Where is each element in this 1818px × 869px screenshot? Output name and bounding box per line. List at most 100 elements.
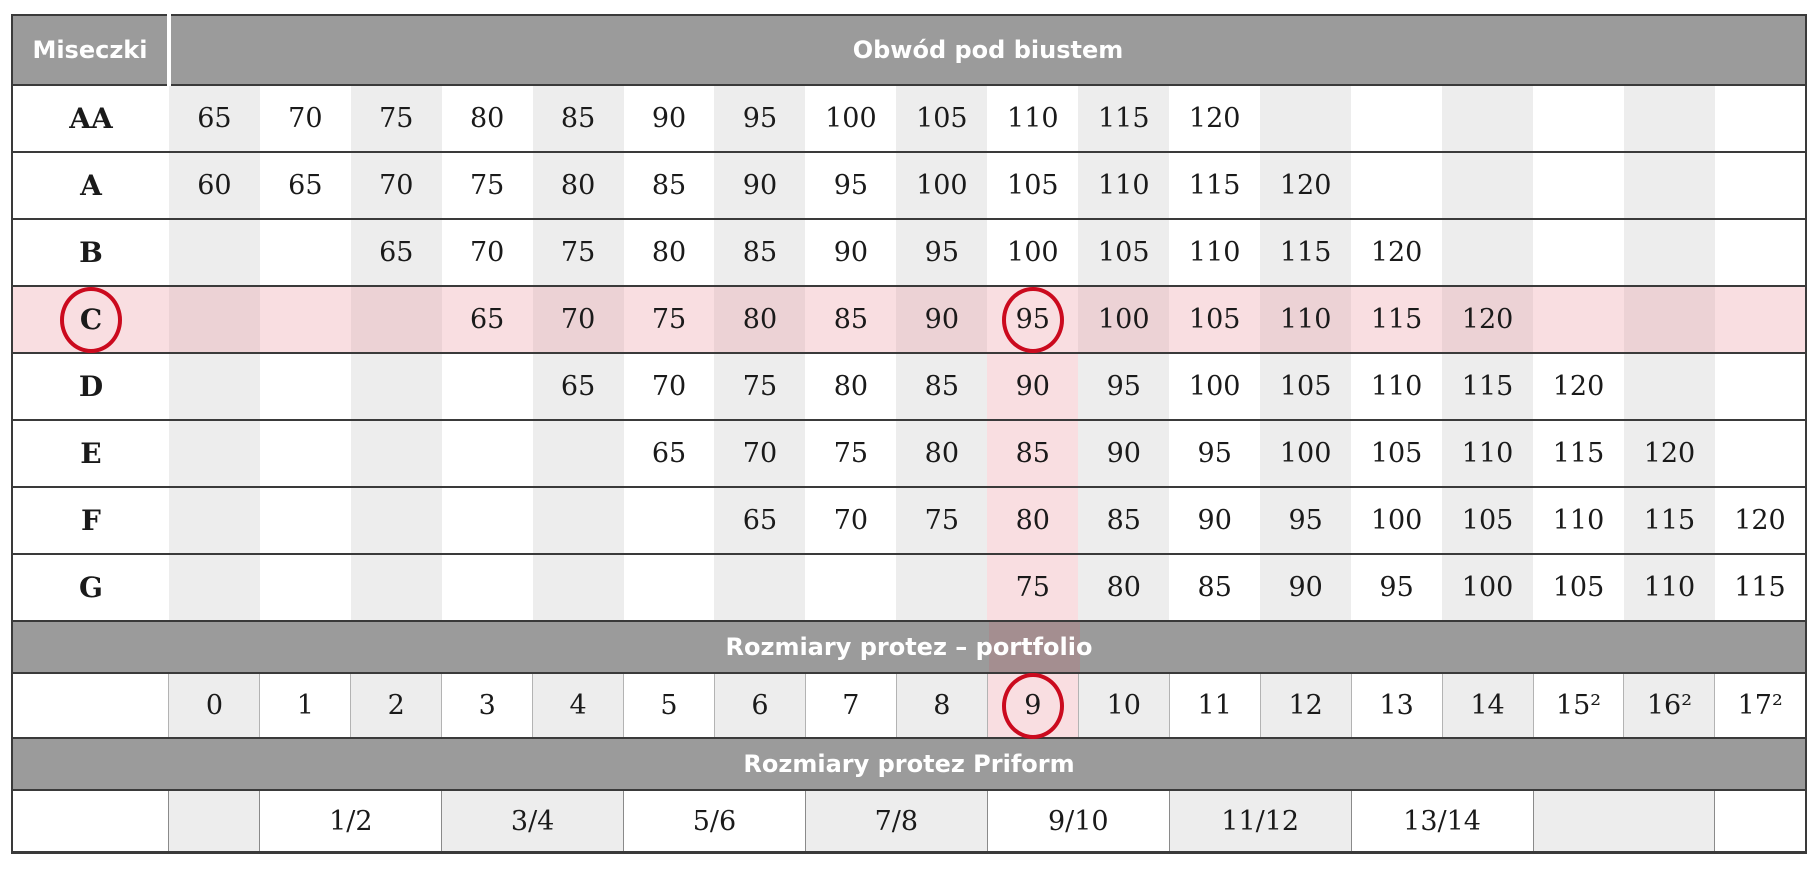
underbust-cell: 110 — [987, 84, 1079, 153]
size-chart-table: Miseczki Obwód pod biustem AA 65 70 75 8… — [11, 14, 1807, 854]
underbust-cell: 95 — [896, 218, 988, 287]
cup-row-b: B 65 70 75 80 85 90 95 100 105 110 115 1… — [12, 218, 1806, 287]
cup-row-d: D 65 70 75 80 85 90 95 100 105 110 115 1… — [12, 352, 1806, 421]
underbust-cell: 95 — [1169, 419, 1261, 488]
underbust-cell — [168, 218, 260, 287]
underbust-cell — [1442, 218, 1534, 287]
underbust-cell-highlighted: 75 — [987, 553, 1079, 622]
priform-band-label: Rozmiary protez Priform — [743, 750, 1075, 778]
underbust-cell — [1533, 218, 1624, 287]
underbust-cell — [259, 218, 351, 287]
underbust-cell: 85 — [805, 285, 897, 354]
cups-header-cell: Miseczki — [12, 14, 169, 86]
underbust-cell: 105 — [1533, 553, 1624, 622]
underbust-cell: 120 — [1169, 84, 1261, 153]
underbust-cell: 105 — [1260, 352, 1352, 421]
underbust-cell — [259, 553, 351, 622]
underbust-cell — [441, 486, 533, 555]
underbust-cell — [1714, 352, 1806, 421]
cup-row-f: F 65 70 75 80 85 90 95 100 105 110 115 1… — [12, 486, 1806, 555]
portfolio-band: Rozmiary protez – portfolio — [12, 620, 1806, 674]
underbust-cell: 90 — [714, 151, 806, 220]
underbust-cell — [441, 419, 533, 488]
underbust-cell — [1714, 218, 1806, 287]
underbust-cell: 100 — [1442, 553, 1534, 622]
underbust-cell — [1623, 84, 1715, 153]
underbust-cell: 75 — [532, 218, 624, 287]
underbust-cell — [1714, 285, 1806, 354]
underbust-cell: 110 — [1260, 285, 1352, 354]
priform-size-cell: 3/4 — [441, 789, 624, 854]
cup-label: D — [12, 352, 169, 421]
underbust-cell — [259, 419, 351, 488]
underbust-cell: 80 — [1078, 553, 1170, 622]
underbust-cell: 100 — [896, 151, 988, 220]
underbust-cell — [168, 486, 260, 555]
underbust-cell: 65 — [714, 486, 806, 555]
underbust-cell: 85 — [623, 151, 715, 220]
underbust-cell: 110 — [1169, 218, 1261, 287]
underbust-cell: 110 — [1533, 486, 1624, 555]
underbust-cell — [1442, 151, 1534, 220]
underbust-cell — [259, 352, 351, 421]
cup-label-highlighted: C — [12, 285, 169, 354]
size-cell: 6 — [713, 672, 806, 739]
underbust-cell: 110 — [1078, 151, 1170, 220]
priform-size-cell: 11/12 — [1168, 789, 1352, 854]
underbust-cell: 85 — [896, 352, 988, 421]
size-cell: 8 — [895, 672, 988, 739]
underbust-cell: 120 — [1351, 218, 1443, 287]
underbust-cell: 65 — [623, 419, 715, 488]
underbust-cell: 80 — [532, 151, 624, 220]
size-cell: 14 — [1441, 672, 1534, 739]
underbust-cell: 70 — [623, 352, 715, 421]
underbust-cell: 65 — [350, 218, 442, 287]
underbust-cell: 65 — [259, 151, 351, 220]
size-cell: 0 — [168, 672, 260, 739]
priform-size-cell — [1714, 789, 1806, 854]
priform-size-cell: 13/14 — [1350, 789, 1534, 854]
underbust-cell: 90 — [1169, 486, 1261, 555]
underbust-cell — [168, 419, 260, 488]
underbust-cell — [714, 553, 806, 622]
underbust-cell-highlighted: 85 — [987, 419, 1079, 488]
underbust-cell: 100 — [1078, 285, 1170, 354]
underbust-cell: 80 — [441, 84, 533, 153]
underbust-cell — [532, 419, 624, 488]
underbust-cell — [168, 352, 260, 421]
portfolio-band-label: Rozmiary protez – portfolio — [725, 633, 1093, 661]
underbust-value-text: 95 — [1015, 304, 1050, 335]
underbust-cell — [896, 553, 988, 622]
underbust-cell: 110 — [1351, 352, 1443, 421]
cup-row-a: A 60 65 70 75 80 85 90 95 100 105 110 11… — [12, 151, 1806, 220]
cup-label: F — [12, 486, 169, 555]
underbust-cell: 115 — [1623, 486, 1715, 555]
underbust-cell: 70 — [350, 151, 442, 220]
underbust-cell — [259, 285, 351, 354]
underbust-cell — [441, 553, 533, 622]
underbust-cell: 105 — [1169, 285, 1261, 354]
underbust-cell: 90 — [1078, 419, 1170, 488]
priform-size-cell — [1532, 789, 1715, 854]
underbust-cell: 110 — [1442, 419, 1534, 488]
underbust-cell — [350, 419, 442, 488]
cup-label: AA — [12, 84, 169, 153]
underbust-cell — [1714, 151, 1806, 220]
underbust-cell — [532, 486, 624, 555]
underbust-cell: 85 — [1078, 486, 1170, 555]
underbust-cell: 120 — [1623, 419, 1715, 488]
size-cell: 10 — [1077, 672, 1170, 739]
underbust-cell: 90 — [896, 285, 988, 354]
underbust-cell — [1260, 84, 1352, 153]
underbust-header-cell: Obwód pod biustem — [166, 14, 1806, 86]
underbust-cell — [168, 285, 260, 354]
underbust-cell: 95 — [714, 84, 806, 153]
underbust-cell: 100 — [1351, 486, 1443, 555]
underbust-cell: 85 — [1169, 553, 1261, 622]
underbust-cell — [350, 285, 442, 354]
underbust-cell — [1351, 84, 1443, 153]
underbust-cell — [168, 553, 260, 622]
underbust-cell: 65 — [441, 285, 533, 354]
underbust-cell: 65 — [532, 352, 624, 421]
underbust-cell — [1351, 151, 1443, 220]
